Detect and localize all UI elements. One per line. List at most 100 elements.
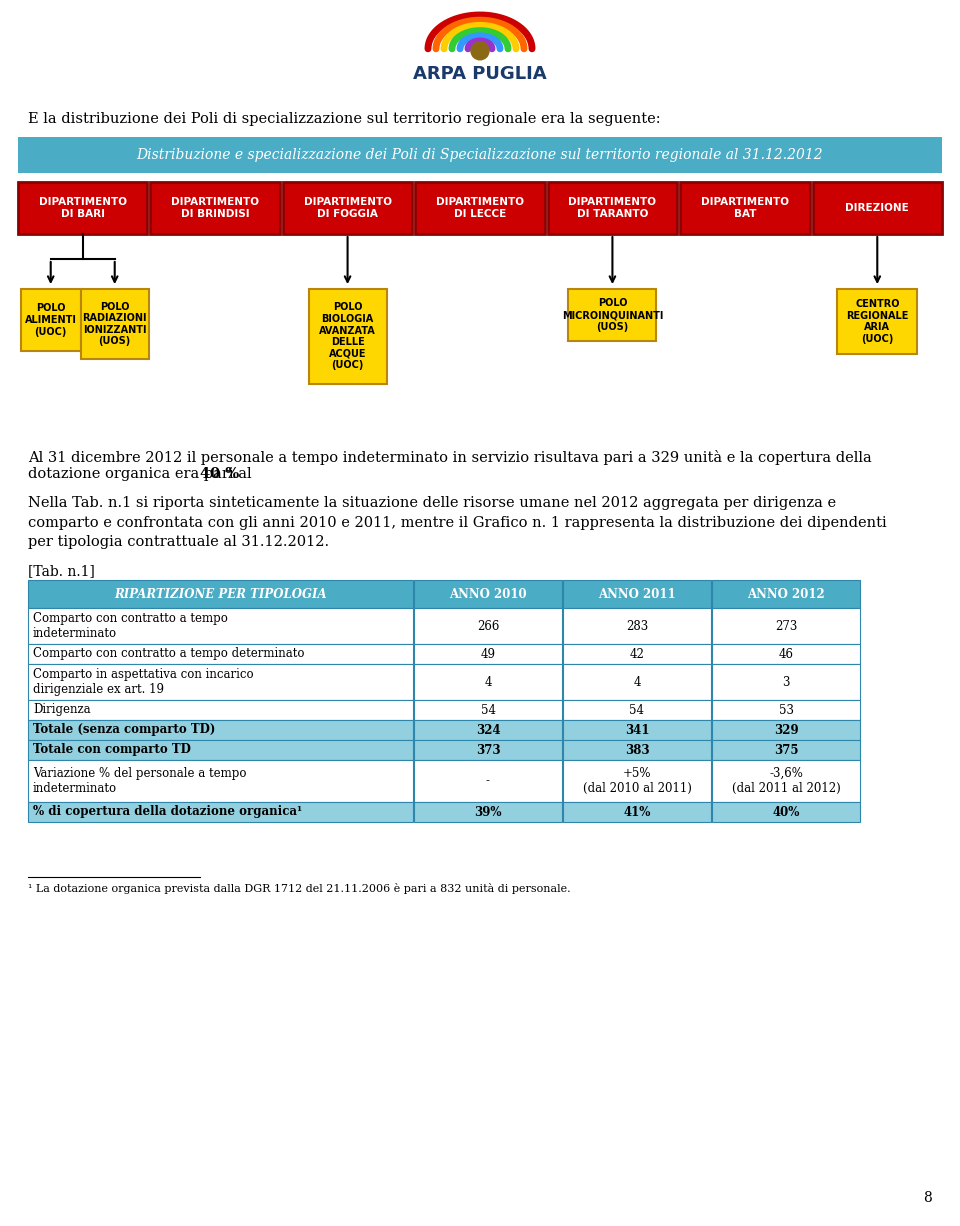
FancyBboxPatch shape: [28, 580, 413, 608]
Circle shape: [471, 42, 489, 60]
Text: 40%: 40%: [772, 805, 800, 819]
FancyBboxPatch shape: [28, 644, 413, 664]
Text: 329: 329: [774, 723, 799, 737]
Text: 341: 341: [625, 723, 649, 737]
Text: 54: 54: [481, 704, 495, 716]
FancyBboxPatch shape: [414, 741, 562, 760]
FancyBboxPatch shape: [563, 802, 711, 821]
Text: 40 %: 40 %: [200, 467, 239, 481]
Text: CENTRO
REGIONALE
ARIA
(UOC): CENTRO REGIONALE ARIA (UOC): [846, 299, 908, 345]
FancyBboxPatch shape: [712, 700, 860, 720]
Text: 4: 4: [484, 676, 492, 689]
Text: DIPARTIMENTO
DI TARANTO: DIPARTIMENTO DI TARANTO: [568, 197, 657, 218]
Text: 39%: 39%: [474, 805, 502, 819]
Text: 283: 283: [626, 619, 648, 633]
FancyBboxPatch shape: [18, 181, 148, 234]
FancyBboxPatch shape: [563, 700, 711, 720]
Text: 54: 54: [630, 704, 644, 716]
FancyBboxPatch shape: [712, 802, 860, 821]
Text: RIPARTIZIONE PER TIPOLOGIA: RIPARTIZIONE PER TIPOLOGIA: [114, 587, 326, 601]
Text: ¹ La dotazione organica prevista dalla DGR 1712 del 21.11.2006 è pari a 832 unit: ¹ La dotazione organica prevista dalla D…: [28, 883, 570, 894]
Text: 49: 49: [481, 647, 495, 661]
FancyBboxPatch shape: [563, 720, 711, 741]
FancyBboxPatch shape: [81, 289, 149, 359]
Text: [Tab. n.1]: [Tab. n.1]: [28, 564, 95, 577]
Text: 266: 266: [477, 619, 499, 633]
FancyBboxPatch shape: [414, 644, 562, 664]
FancyBboxPatch shape: [28, 741, 413, 760]
Text: 4: 4: [634, 676, 640, 689]
FancyBboxPatch shape: [414, 664, 562, 700]
Text: DIPARTIMENTO
DI BRINDISI: DIPARTIMENTO DI BRINDISI: [171, 197, 259, 218]
FancyBboxPatch shape: [414, 802, 562, 821]
Text: DIREZIONE: DIREZIONE: [846, 204, 909, 213]
FancyBboxPatch shape: [563, 760, 711, 802]
FancyBboxPatch shape: [283, 181, 412, 234]
FancyBboxPatch shape: [563, 580, 711, 608]
Text: Comparto con contratto a tempo
indeterminato: Comparto con contratto a tempo indetermi…: [33, 612, 228, 640]
Text: Distribuzione e specializzazione dei Poli di Specializzazione sul territorio reg: Distribuzione e specializzazione dei Pol…: [136, 148, 824, 162]
FancyBboxPatch shape: [18, 137, 942, 173]
FancyBboxPatch shape: [563, 664, 711, 700]
FancyBboxPatch shape: [712, 741, 860, 760]
Text: 42: 42: [630, 647, 644, 661]
Text: Comparto in aspettativa con incarico
dirigenziale ex art. 19: Comparto in aspettativa con incarico dir…: [33, 668, 253, 696]
Text: POLO
ALIMENTI
(UOC): POLO ALIMENTI (UOC): [25, 303, 77, 337]
FancyBboxPatch shape: [712, 760, 860, 802]
FancyBboxPatch shape: [414, 580, 562, 608]
FancyBboxPatch shape: [416, 181, 544, 234]
Text: 383: 383: [625, 743, 649, 756]
FancyBboxPatch shape: [151, 181, 280, 234]
FancyBboxPatch shape: [712, 608, 860, 644]
Text: DIPARTIMENTO
DI LECCE: DIPARTIMENTO DI LECCE: [436, 197, 524, 218]
Text: DIPARTIMENTO
DI BARI: DIPARTIMENTO DI BARI: [38, 197, 127, 218]
Text: 375: 375: [774, 743, 799, 756]
Text: DIPARTIMENTO
DI FOGGIA: DIPARTIMENTO DI FOGGIA: [303, 197, 392, 218]
FancyBboxPatch shape: [563, 741, 711, 760]
Text: +5%
(dal 2010 al 2011): +5% (dal 2010 al 2011): [583, 767, 691, 794]
FancyBboxPatch shape: [712, 580, 860, 608]
Text: 3: 3: [782, 676, 790, 689]
Text: % di copertura della dotazione organica¹: % di copertura della dotazione organica¹: [33, 805, 302, 819]
FancyBboxPatch shape: [568, 289, 657, 341]
Text: POLO
BIOLOGIA
AVANZATA
DELLE
ACQUE
(UOC): POLO BIOLOGIA AVANZATA DELLE ACQUE (UOC): [319, 303, 376, 370]
FancyBboxPatch shape: [28, 700, 413, 720]
Text: dotazione organica era pari al: dotazione organica era pari al: [28, 467, 256, 481]
Text: 324: 324: [476, 723, 500, 737]
FancyBboxPatch shape: [28, 664, 413, 700]
FancyBboxPatch shape: [21, 289, 81, 351]
Text: ARPA PUGLIA: ARPA PUGLIA: [413, 65, 547, 83]
Text: ANNO 2012: ANNO 2012: [747, 587, 825, 601]
FancyBboxPatch shape: [414, 608, 562, 644]
Text: Dirigenza: Dirigenza: [33, 704, 90, 716]
FancyBboxPatch shape: [563, 608, 711, 644]
FancyBboxPatch shape: [712, 720, 860, 741]
Text: -3,6%
(dal 2011 al 2012): -3,6% (dal 2011 al 2012): [732, 767, 840, 794]
FancyBboxPatch shape: [414, 700, 562, 720]
Text: Al 31 dicembre 2012 il personale a tempo indeterminato in servizio risultava par: Al 31 dicembre 2012 il personale a tempo…: [28, 450, 872, 465]
Text: POLO
RADIAZIONI
IONIZZANTI
(UOS): POLO RADIAZIONI IONIZZANTI (UOS): [83, 302, 147, 347]
FancyBboxPatch shape: [837, 289, 918, 354]
Text: Totale (senza comparto TD): Totale (senza comparto TD): [33, 723, 215, 737]
FancyBboxPatch shape: [680, 181, 809, 234]
FancyBboxPatch shape: [28, 720, 413, 741]
Text: 373: 373: [476, 743, 500, 756]
FancyBboxPatch shape: [712, 644, 860, 664]
FancyBboxPatch shape: [28, 802, 413, 821]
Text: Variazione % del personale a tempo
indeterminato: Variazione % del personale a tempo indet…: [33, 767, 247, 794]
Text: 41%: 41%: [623, 805, 651, 819]
Text: 46: 46: [779, 647, 794, 661]
FancyBboxPatch shape: [414, 760, 562, 802]
Text: ANNO 2010: ANNO 2010: [449, 587, 527, 601]
Text: E la distribuzione dei Poli di specializzazione sul territorio regionale era la : E la distribuzione dei Poli di specializ…: [28, 112, 660, 126]
Text: -: -: [486, 775, 490, 787]
Text: Comparto con contratto a tempo determinato: Comparto con contratto a tempo determina…: [33, 647, 304, 661]
FancyBboxPatch shape: [563, 644, 711, 664]
FancyBboxPatch shape: [712, 664, 860, 700]
Text: ANNO 2011: ANNO 2011: [598, 587, 676, 601]
Text: 53: 53: [779, 704, 794, 716]
FancyBboxPatch shape: [28, 608, 413, 644]
Text: Totale con comparto TD: Totale con comparto TD: [33, 743, 191, 756]
Text: DIPARTIMENTO
BAT: DIPARTIMENTO BAT: [701, 197, 789, 218]
Text: 8: 8: [924, 1190, 932, 1205]
